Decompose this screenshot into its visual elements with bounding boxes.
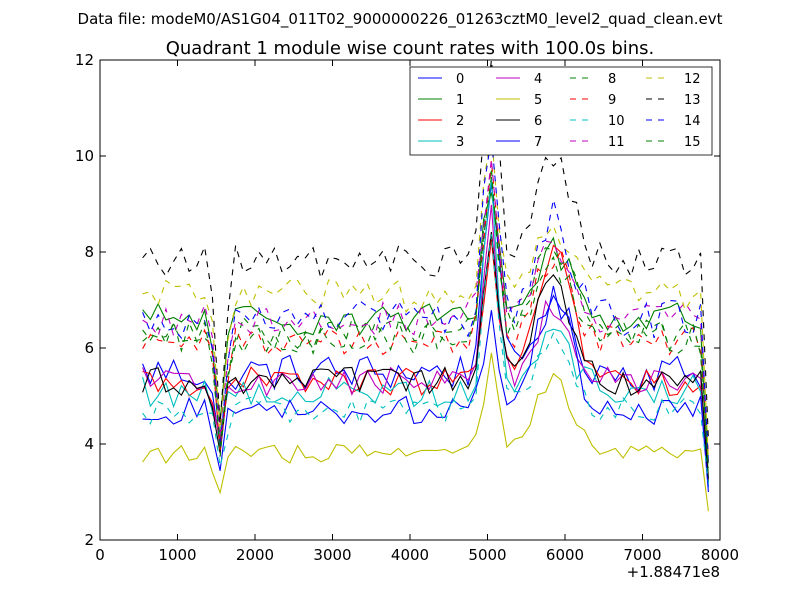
chart-suptitle: Data file: modeM0/AS1G04_011T02_90000002… — [78, 10, 723, 29]
series-line-0 — [142, 183, 709, 488]
series-line-9 — [142, 160, 709, 454]
series-line-15 — [142, 176, 709, 469]
legend-label-3: 3 — [456, 135, 464, 150]
x-tick-label: 2000 — [236, 546, 274, 564]
legend-label-9: 9 — [608, 93, 616, 108]
legend-label-13: 13 — [684, 93, 701, 108]
series-line-6 — [142, 232, 709, 483]
plot-frame — [99, 59, 721, 541]
legend-label-4: 4 — [534, 72, 542, 87]
legend-label-1: 1 — [456, 93, 464, 108]
y-tick-label: 2 — [84, 531, 94, 549]
series-line-12 — [142, 132, 709, 459]
series-line-7 — [142, 294, 709, 493]
x-tick-label: 7000 — [623, 546, 661, 564]
x-offset-label: +1.88471e8 — [627, 563, 720, 581]
legend-label-0: 0 — [456, 72, 464, 87]
ticks-layer: 0 1000 2000 3000 4000 5000 6000 7000 80002468101… — [75, 51, 739, 564]
y-tick-label: 6 — [84, 339, 94, 357]
legend-label-5: 5 — [534, 93, 542, 108]
x-tick-label: 3000 — [313, 546, 351, 564]
legend-label-7: 7 — [534, 135, 542, 150]
legend-label-12: 12 — [684, 72, 701, 87]
series-layer — [142, 59, 709, 512]
y-tick-label: 12 — [75, 51, 94, 69]
y-tick-label: 10 — [75, 147, 94, 165]
y-tick-label: 4 — [84, 435, 94, 453]
legend-label-8: 8 — [608, 72, 616, 87]
legend-label-15: 15 — [684, 135, 701, 150]
legend-label-11: 11 — [608, 135, 625, 150]
legend-label-10: 10 — [608, 114, 625, 129]
y-tick-label: 8 — [84, 243, 94, 261]
x-tick-label: 0 — [95, 546, 105, 564]
series-line-4 — [142, 204, 709, 483]
series-line-10 — [142, 234, 709, 483]
legend-label-2: 2 — [456, 114, 464, 129]
x-tick-label: 4000 — [391, 546, 429, 564]
legend-frame — [409, 66, 713, 156]
series-line-14 — [142, 137, 709, 464]
legend-label-6: 6 — [534, 114, 542, 129]
chart-title: Quadrant 1 module wise count rates with … — [166, 38, 655, 59]
x-tick-label: 5000 — [468, 546, 506, 564]
legend-label-14: 14 — [684, 114, 701, 129]
x-tick-label: 8000 — [701, 546, 739, 564]
x-tick-label: 1000 — [158, 546, 196, 564]
series-line-3 — [142, 177, 709, 488]
series-line-5 — [142, 352, 709, 512]
x-tick-label: 6000 — [546, 546, 584, 564]
